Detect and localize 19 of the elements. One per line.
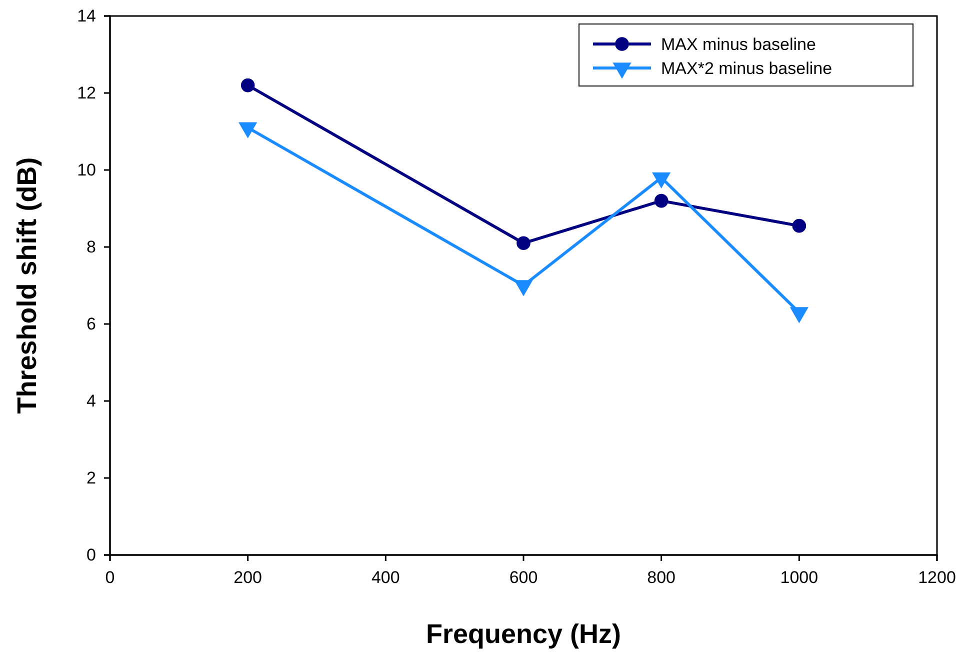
y-tick-label: 6 [86, 314, 96, 334]
x-tick-label: 400 [371, 568, 400, 588]
y-axis-title: Threshold shift (dB) [12, 157, 42, 414]
legend-label: MAX minus baseline [661, 35, 816, 54]
x-tick-label: 1200 [918, 568, 956, 588]
y-tick-label: 14 [77, 6, 96, 26]
y-tick-label: 8 [86, 237, 96, 256]
x-tick-label: 0 [105, 568, 115, 588]
x-tick-label: 600 [509, 568, 538, 588]
y-tick-label: 10 [77, 160, 96, 180]
y-tick-label: 4 [86, 391, 96, 410]
x-tick-label: 1000 [780, 568, 818, 588]
legend-label: MAX*2 minus baseline [661, 59, 832, 78]
y-tick-label: 0 [86, 545, 96, 564]
x-axis-title: Frequency (Hz) [426, 619, 622, 649]
x-tick-label: 200 [234, 568, 262, 588]
x-tick-label: 800 [647, 568, 676, 588]
y-tick-label: 2 [86, 468, 96, 488]
y-tick-label: 12 [77, 83, 96, 102]
